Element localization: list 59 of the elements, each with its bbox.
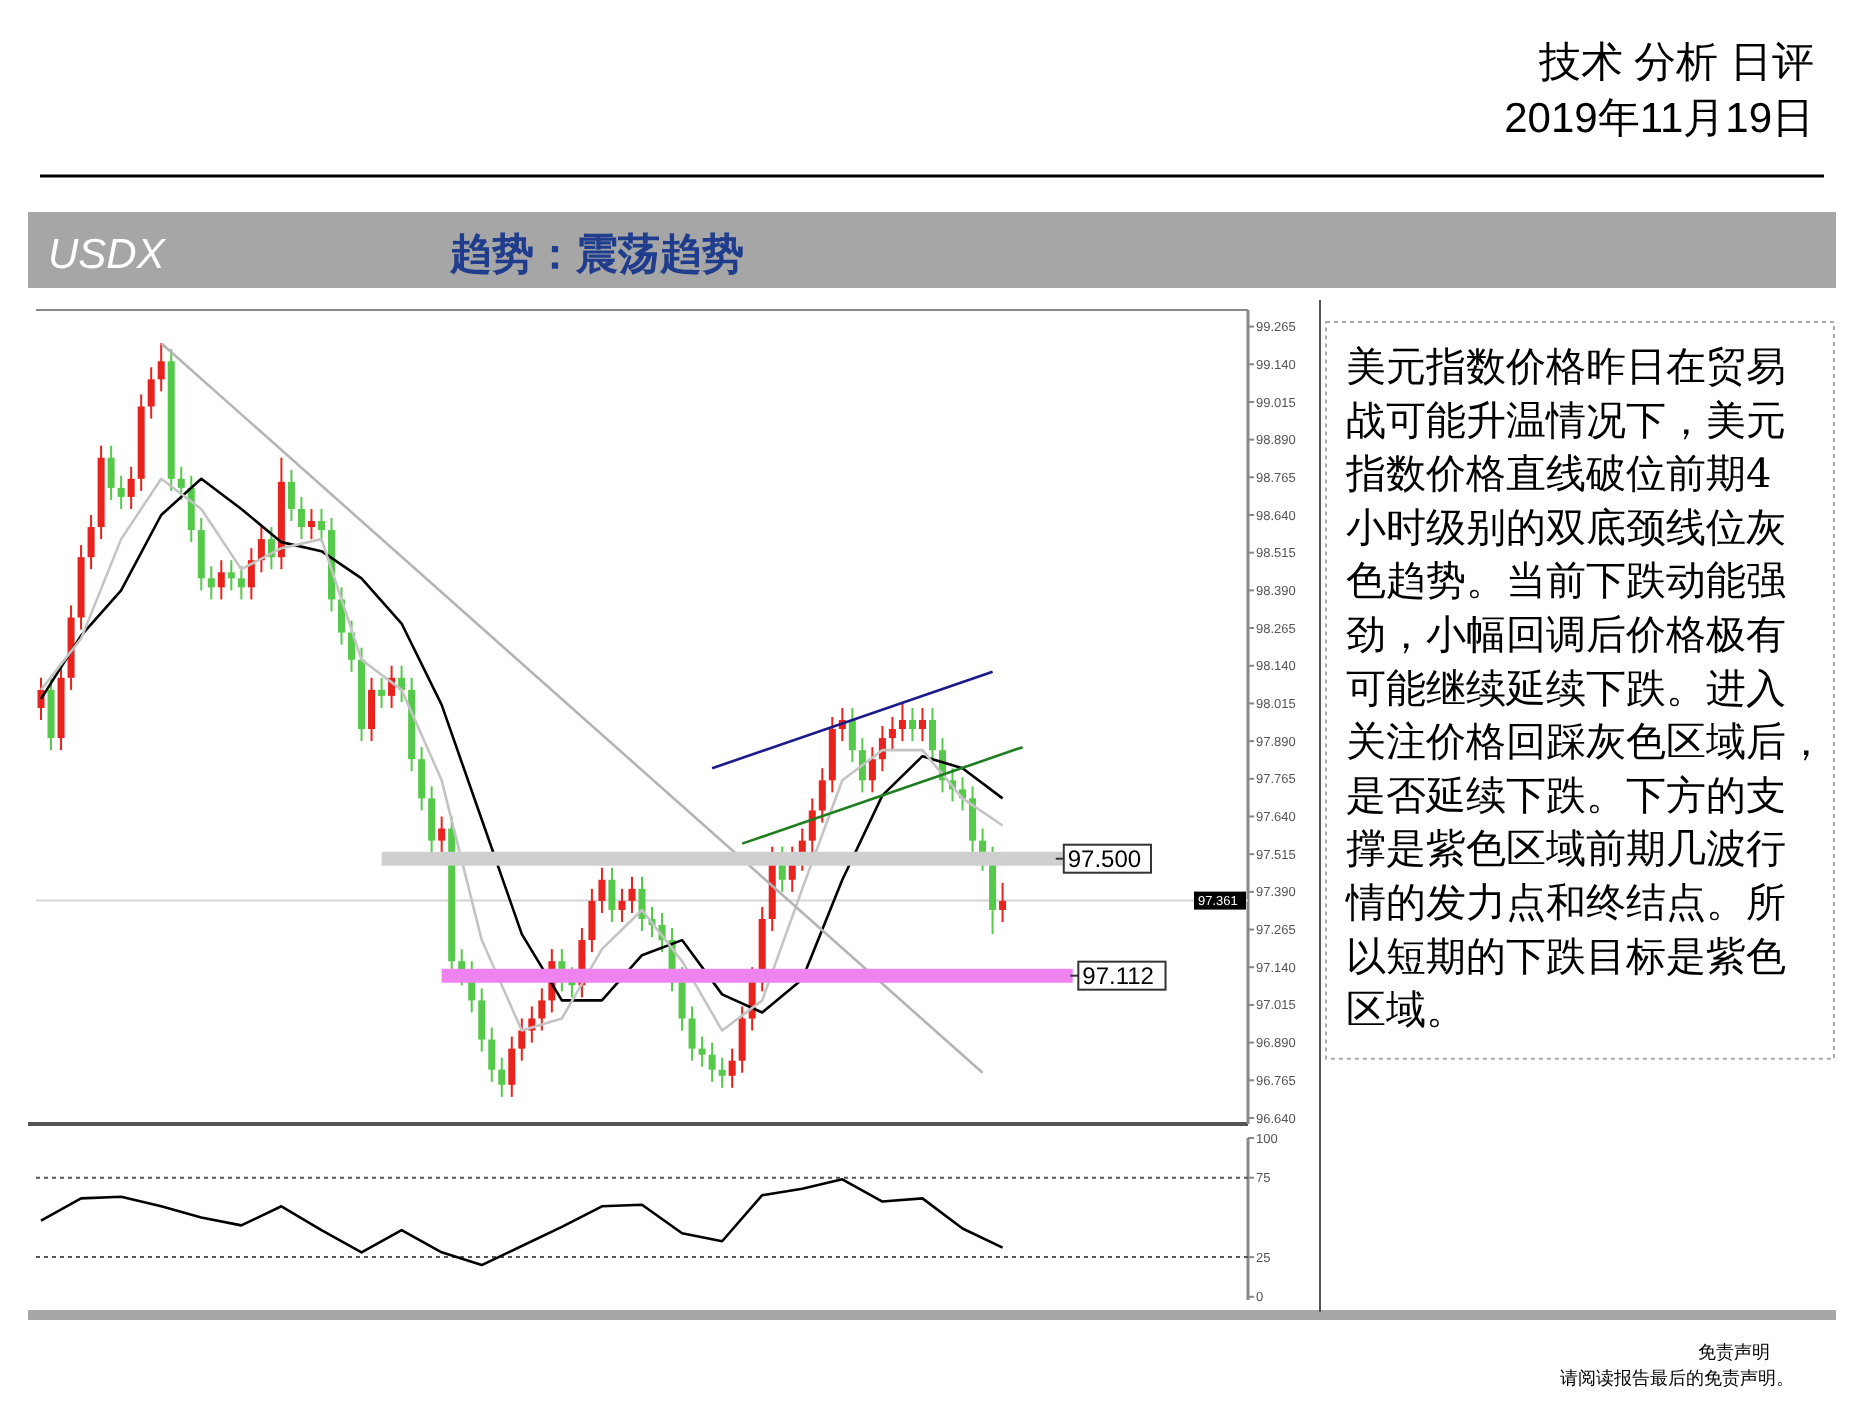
candlestick bbox=[898, 700, 906, 743]
candlestick bbox=[217, 559, 225, 601]
candlestick bbox=[868, 746, 876, 794]
candlestick bbox=[307, 507, 315, 541]
candlestick bbox=[698, 1035, 706, 1068]
candlestick bbox=[498, 1056, 506, 1098]
text: 免责声明 bbox=[1698, 1342, 1770, 1362]
candlestick bbox=[418, 746, 426, 812]
candlestick bbox=[918, 706, 926, 743]
candlestick bbox=[237, 565, 245, 601]
candlestick bbox=[207, 565, 215, 601]
line-series bbox=[39, 1177, 1004, 1267]
candlestick bbox=[438, 815, 446, 854]
text: 技术 分析 日评 bbox=[1536, 40, 1814, 86]
annotation: 97.500 bbox=[1067, 845, 1142, 874]
candlestick bbox=[928, 706, 936, 764]
candlestick bbox=[177, 465, 185, 501]
candlestick bbox=[969, 785, 977, 854]
candlestick bbox=[608, 866, 616, 924]
candlestick bbox=[478, 987, 486, 1053]
candlestick bbox=[718, 1056, 726, 1089]
candlestick bbox=[127, 465, 135, 510]
candlestick bbox=[638, 875, 646, 933]
candlestick bbox=[227, 559, 235, 592]
candlestick bbox=[618, 887, 626, 924]
chart-title: USDX bbox=[48, 232, 167, 278]
candlestick bbox=[508, 1035, 516, 1098]
candlestick bbox=[518, 1017, 526, 1062]
candlestick bbox=[908, 706, 916, 743]
candlestick bbox=[848, 706, 856, 764]
candlestick bbox=[588, 887, 596, 954]
candlestick bbox=[317, 507, 325, 544]
candlestick bbox=[87, 514, 95, 571]
candlestick bbox=[147, 366, 155, 420]
candlestick bbox=[728, 1047, 736, 1089]
candlestick bbox=[368, 676, 376, 743]
candlestick bbox=[888, 716, 896, 752]
candlestick bbox=[297, 495, 305, 541]
candlestick bbox=[738, 1005, 746, 1074]
candlestick bbox=[157, 342, 165, 393]
candlestick bbox=[598, 866, 606, 914]
candlestick bbox=[287, 468, 295, 523]
candlestick bbox=[628, 875, 636, 914]
chart-subtitle: 趋势：震荡趋势 bbox=[448, 228, 744, 278]
annotation: 97.112 bbox=[1082, 962, 1155, 991]
candlestick bbox=[107, 444, 115, 501]
candlestick bbox=[378, 676, 386, 709]
candlestick bbox=[428, 785, 436, 854]
candlestick bbox=[808, 797, 816, 854]
candlestick bbox=[708, 1041, 716, 1083]
text: 2019年11月19日 bbox=[1504, 96, 1814, 142]
candlestick bbox=[538, 987, 546, 1032]
candlestick bbox=[999, 881, 1007, 924]
candlestick bbox=[117, 474, 125, 510]
text: 美元指数价格昨日在贸易战可能升温情况下，美元指数价格直线破位前期4小时级别的双底颈线位灰色趋势。当前下跌动能强劲，小幅回调后价格极有可能继续延续下跌。进入关注价格回踩灰色区域后，是否延续下跌。下方的支撑是紫色区域前期几波行情的发力点和终结点。所以短期的下跌目标是紫色区域。 bbox=[1346, 342, 1826, 1034]
candlestick bbox=[488, 1026, 496, 1083]
candlestick bbox=[688, 1005, 696, 1062]
candlestick bbox=[818, 767, 826, 824]
text: 请阅读报告最后的免责声明。 bbox=[1560, 1368, 1794, 1388]
